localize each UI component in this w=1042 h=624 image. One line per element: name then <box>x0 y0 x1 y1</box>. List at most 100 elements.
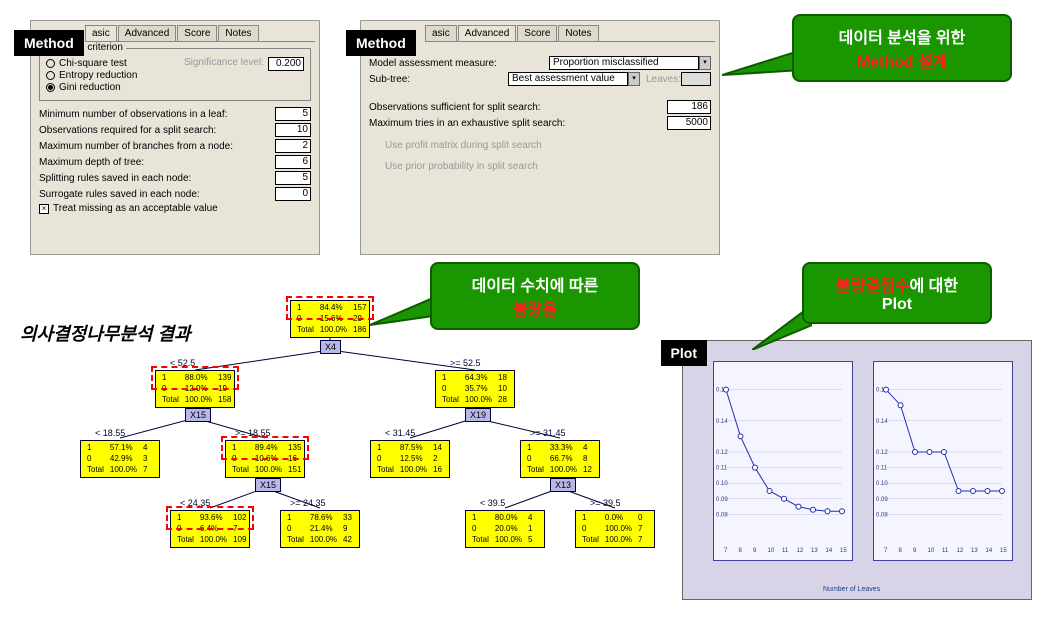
cond-r1: >= 52.5 <box>450 358 481 368</box>
param-max-depth: Maximum depth of tree: 6 <box>39 155 311 169</box>
method-label-1: Method <box>14 30 84 56</box>
radio-entropy[interactable]: Entropy reduction <box>46 70 184 81</box>
svg-text:13: 13 <box>811 548 818 554</box>
svg-text:14: 14 <box>826 548 833 554</box>
plot-svg-1: 0.160.140.120.110.100.090.08789101112131… <box>714 362 852 560</box>
tab-basic-2[interactable]: asic <box>425 25 457 41</box>
radio-gini[interactable]: Gini reduction <box>46 82 184 93</box>
check-label: Treat missing as an acceptable value <box>53 203 218 214</box>
tree-rrl[interactable]: 180.0%4 020.0%1 Total100.0%5 <box>465 510 545 548</box>
callout-method: 데이터 분석을 위한 Method 설계 <box>792 14 1012 82</box>
radio-label: Gini reduction <box>59 82 121 93</box>
param-split-rules: Splitting rules saved in each node:5 <box>39 171 311 185</box>
svg-text:0.12: 0.12 <box>716 450 728 456</box>
callout-plot: 불량결점수에 대한 Plot <box>802 262 992 324</box>
tree-lr[interactable]: 189.4%135 010.6%16 Total100.0%151 <box>225 440 305 478</box>
sig-label: Significance level: <box>184 57 264 68</box>
svg-text:10: 10 <box>928 548 935 554</box>
dropdown-icon[interactable]: ▾ <box>699 56 711 70</box>
cond-rl: < 31.45 <box>385 428 415 438</box>
tab-basic[interactable]: asic <box>85 25 117 41</box>
tree-root[interactable]: 184.4%157 015.6%29 Total100.0%186 <box>290 300 370 338</box>
sig-input[interactable]: 0.200 <box>268 57 304 71</box>
tabs-1: asic Advanced Score Notes <box>85 25 315 42</box>
tree-rr[interactable]: 133.3%4 066.7%8 Total100.0%12 <box>520 440 600 478</box>
svg-text:10: 10 <box>768 548 775 554</box>
subtree-select[interactable]: Best assessment value <box>508 72 628 86</box>
param-label: Maximum number of branches from a node: <box>39 141 233 152</box>
callout-highlight: 불량결점수 <box>836 278 910 295</box>
param-label: Surrogate rules saved in each node: <box>39 189 200 200</box>
tabs-2: asic Advanced Score Notes <box>425 25 715 42</box>
cond-l1: < 52.5 <box>170 358 195 368</box>
svg-text:9: 9 <box>753 548 757 554</box>
callout-text2: 에 대한 <box>910 278 959 295</box>
param-input[interactable]: 10 <box>275 123 311 137</box>
tries-input[interactable]: 5000 <box>667 116 711 130</box>
svg-text:12: 12 <box>797 548 804 554</box>
cond-rrr: >= 39.5 <box>590 498 621 508</box>
cond-rr: >= 31.45 <box>530 428 566 438</box>
leaves-label: Leaves: <box>646 74 681 85</box>
tab-score-2[interactable]: Score <box>517 25 557 41</box>
tab-advanced[interactable]: Advanced <box>118 25 176 41</box>
param-input[interactable]: 0 <box>275 187 311 201</box>
param-min-obs: Minimum number of observations in a leaf… <box>39 107 311 121</box>
split-x15b: X15 <box>255 478 281 492</box>
svg-text:0.11: 0.11 <box>716 466 728 472</box>
svg-text:13: 13 <box>971 548 978 554</box>
svg-text:11: 11 <box>942 548 949 554</box>
check-missing[interactable]: ×Treat missing as an acceptable value <box>39 203 311 214</box>
callout-text3: Plot <box>820 296 974 314</box>
param-input[interactable]: 5 <box>275 171 311 185</box>
radio-chisquare[interactable]: Chi-square test <box>46 58 184 69</box>
tree-ll[interactable]: 157.1%4 042.9%3 Total100.0%7 <box>80 440 160 478</box>
svg-text:0.14: 0.14 <box>876 419 888 425</box>
tries-label: Maximum tries in an exhaustive split sea… <box>369 118 565 129</box>
callout-defect: 데이터 수치에 따른 불량율 <box>430 262 640 330</box>
radio-label: Entropy reduction <box>59 70 137 81</box>
param-input[interactable]: 2 <box>275 139 311 153</box>
callout-text: 불량결점수에 대한 <box>820 272 974 296</box>
svg-text:9: 9 <box>913 548 917 554</box>
radio-label: Chi-square test <box>59 58 127 69</box>
tab-score[interactable]: Score <box>177 25 217 41</box>
plot-left: 0.160.140.120.110.100.090.08789101112131… <box>713 361 853 561</box>
param-input[interactable]: 5 <box>275 107 311 121</box>
tree-lrl[interactable]: 193.6%102 06.4%7 Total100.0%109 <box>170 510 250 548</box>
tab-notes-2[interactable]: Notes <box>558 25 598 41</box>
grey-prior: Use prior probability in split search <box>385 161 711 172</box>
obs-label: Observations sufficient for split search… <box>369 102 541 113</box>
grey-profit: Use profit matrix during split search <box>385 140 711 151</box>
obs-input[interactable]: 186 <box>667 100 711 114</box>
x-axis-label: Number of Leaves <box>823 586 880 593</box>
tab-advanced-2[interactable]: Advanced <box>458 25 516 41</box>
measure-label: Model assessment measure: <box>369 58 497 69</box>
split-x4: X4 <box>320 340 341 354</box>
param-label: Observations required for a split search… <box>39 125 216 136</box>
tab-notes[interactable]: Notes <box>218 25 258 41</box>
decision-tree: 184.4%157 015.6%29 Total100.0%186 X4 < 5… <box>20 290 700 620</box>
svg-text:0.09: 0.09 <box>876 497 888 503</box>
param-surrogate: Surrogate rules saved in each node: 0 <box>39 187 311 201</box>
measure-select[interactable]: Proportion misclassified <box>549 56 699 70</box>
svg-text:15: 15 <box>840 548 847 554</box>
cond-rrl: < 39.5 <box>480 498 505 508</box>
callout-tail-1 <box>722 40 802 80</box>
param-label: Maximum depth of tree: <box>39 157 144 168</box>
svg-text:11: 11 <box>782 548 789 554</box>
param-input[interactable]: 6 <box>275 155 311 169</box>
plot-svg-2: 0.160.140.120.110.100.090.08789101112131… <box>874 362 1012 560</box>
tries-row: Maximum tries in an exhaustive split sea… <box>369 116 711 130</box>
tree-rl[interactable]: 187.5%14 012.5%2 Total100.0%16 <box>370 440 450 478</box>
tree-r1[interactable]: 164.3%18 035.7%10 Total100.0%28 <box>435 370 515 408</box>
method-label-2: Method <box>346 30 416 56</box>
tree-lrr[interactable]: 178.6%33 021.4%9 Total100.0%42 <box>280 510 360 548</box>
callout-highlight: 불량율 <box>448 296 622 320</box>
tree-rrr[interactable]: 10.0%0 0100.0%7 Total100.0%7 <box>575 510 655 548</box>
svg-text:12: 12 <box>957 548 964 554</box>
svg-text:0.09: 0.09 <box>716 497 728 503</box>
tree-l1[interactable]: 188.0%139 012.0%19 Total100.0%158 <box>155 370 235 408</box>
svg-text:0.08: 0.08 <box>876 512 888 518</box>
dropdown-icon[interactable]: ▾ <box>628 72 640 86</box>
